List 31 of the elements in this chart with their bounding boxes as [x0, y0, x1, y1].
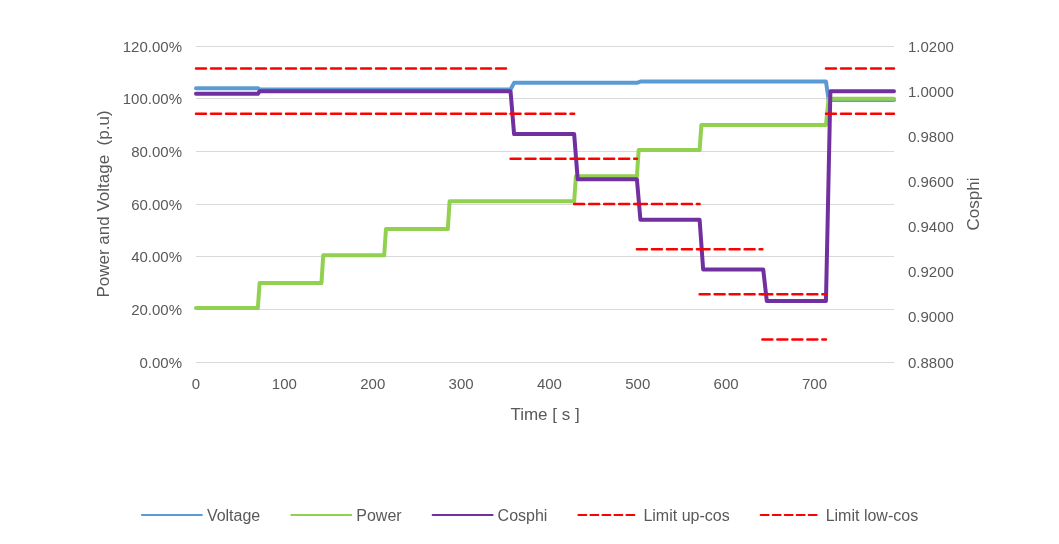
y-axis-title: Power and Voltage (p.u): [93, 110, 113, 298]
x-tick-label: 400: [536, 375, 562, 392]
x-tick-label: 300: [448, 375, 474, 392]
y2-tick-label: 0.9800: [908, 127, 954, 145]
y2-tick-label: 1.0200: [908, 37, 954, 55]
y-tick-label: 120.00%: [122, 37, 182, 55]
y2-tick-label: 0.9200: [908, 263, 954, 281]
y2-tick-label: 0.9600: [908, 172, 954, 190]
y-tick-label: 0.00%: [139, 353, 182, 371]
y2-tick-label: 1.0000: [908, 82, 954, 100]
x-axis-title: Time [ s ]: [510, 405, 580, 424]
x-tick-label: 200: [360, 375, 386, 392]
y-tick-label: 60.00%: [131, 195, 182, 213]
x-tick-label: 500: [625, 375, 651, 392]
y-tick-label: 40.00%: [131, 248, 182, 266]
y2-tick-label: 0.9000: [908, 308, 954, 326]
y-tick-label: 100.00%: [122, 90, 182, 108]
x-tick-label: 0: [191, 375, 201, 392]
y-tick-label: 20.00%: [131, 300, 182, 318]
y2-axis-title: Cosphi: [963, 177, 983, 231]
legend-label: Limit up-cos: [643, 506, 730, 524]
x-tick-label: 600: [713, 375, 739, 392]
y2-tick-label: 0.8800: [908, 353, 954, 371]
y2-tick-label: 0.9400: [908, 218, 954, 236]
legend-label: Cosphi: [497, 506, 548, 524]
x-tick-label: 700: [801, 375, 827, 392]
legend-label: Limit low-cos: [825, 506, 919, 524]
legend-label: Power: [356, 506, 403, 524]
y-tick-label: 80.00%: [131, 142, 182, 160]
legend-label: Voltage: [206, 506, 261, 524]
x-tick-label: 100: [271, 375, 297, 392]
